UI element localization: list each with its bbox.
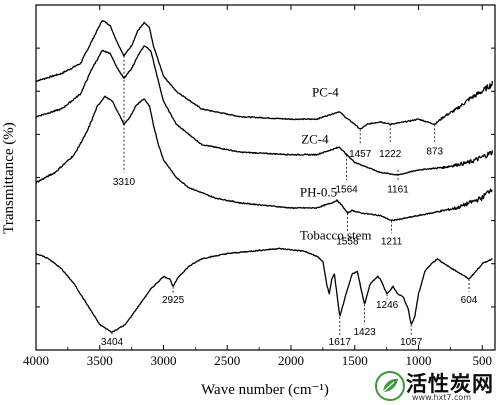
peak-label-1617: 1617 [329,337,352,348]
curve-ph-0-5 [35,95,493,222]
series-labels: PC-4 ZC-4 PH-0.5 Tobacco stem [300,84,372,242]
x-tick-label-3000: 3000 [151,353,177,368]
peak-guides [111,55,470,336]
peak-label-1457: 1457 [349,149,372,160]
leaf-logo-icon [375,371,405,401]
peak-label-1057: 1057 [400,337,423,348]
peak-label-604: 604 [461,295,478,306]
peak-annotations: 3310 1457 1222 873 1564 1161 1558 1211 2925 604 12… [101,147,478,348]
curve-tobacco-stem [35,247,493,333]
peak-label-1211: 1211 [381,237,403,248]
x-tick-label-1000: 1000 [406,353,432,368]
plot-frame [35,4,496,351]
x-axis-title: Wave number (cm⁻¹) [201,382,329,398]
x-tick-label-2500: 2500 [214,353,240,368]
peak-label-873: 873 [426,147,443,158]
series-label-ph-0-5: PH-0.5 [300,185,337,200]
series-label-tobacco-stem: Tobacco stem [300,228,372,243]
site-watermark: 活性炭网 www.hxt7.com [372,368,498,404]
peak-label-1558: 1558 [336,237,359,248]
x-axis-ticks: 4000 3500 3000 2500 2000 1500 1000 500 [23,5,492,368]
peak-label-2925: 2925 [162,295,185,306]
x-tick-label-2000: 2000 [278,353,304,368]
x-tick-label-1500: 1500 [342,353,368,368]
x-tick-label-3500: 3500 [87,353,113,368]
curve-pc-4 [35,20,494,130]
peak-label-1423: 1423 [353,327,376,338]
x-tick-label-4000: 4000 [23,353,49,368]
series-label-pc-4: PC-4 [312,84,339,99]
peak-label-1564: 1564 [335,185,358,196]
watermark-text: 活性炭网 [406,372,494,396]
watermark-url: www.hxt7.com [412,393,472,402]
peak-label-1161: 1161 [387,185,409,196]
peak-label-1246: 1246 [376,300,399,311]
y-axis-title: Transmittance (%) [1,122,17,234]
curve-zc-4 [35,45,494,176]
x-tick-label-500: 500 [473,353,493,368]
spectra-curves [35,20,494,333]
series-label-zc-4: ZC-4 [301,131,329,146]
peak-label-1222: 1222 [379,149,402,160]
peak-label-3310: 3310 [113,177,136,188]
peak-label-3404: 3404 [101,337,124,348]
y-axis-ticks [36,47,495,308]
